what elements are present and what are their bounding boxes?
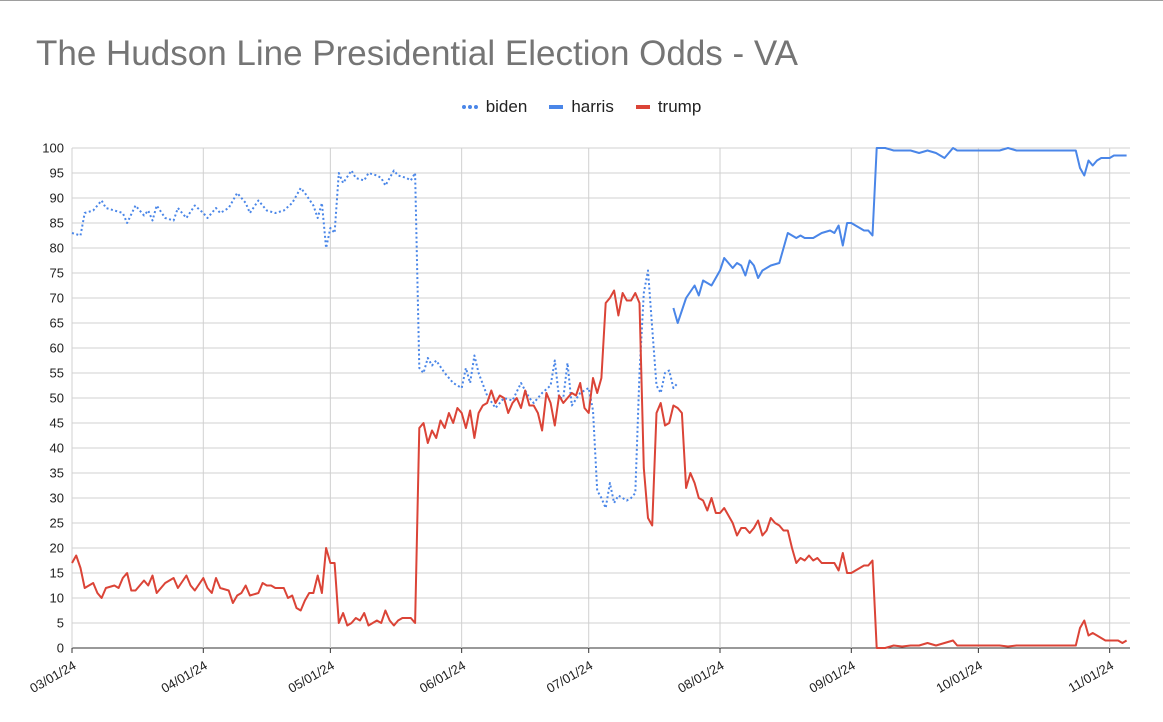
y-tick-label-30: 30 xyxy=(50,491,64,506)
x-tick-label-04/01/24: 04/01/24 xyxy=(158,658,209,696)
y-tick-label-60: 60 xyxy=(50,341,64,356)
legend-item-biden: biden xyxy=(461,97,528,117)
y-tick-label-5: 5 xyxy=(57,616,64,631)
chart-legend: biden harris trump xyxy=(0,97,1163,117)
legend-item-harris: harris xyxy=(549,97,614,117)
y-tick-label-10: 10 xyxy=(50,591,64,606)
y-tick-label-0: 0 xyxy=(57,641,64,656)
y-tick-label-35: 35 xyxy=(50,466,64,481)
series-line-harris xyxy=(672,147,1127,324)
x-tick-label-03/01/24: 03/01/24 xyxy=(27,658,78,696)
x-tick-label-06/01/24: 06/01/24 xyxy=(417,658,468,696)
y-tick-label-25: 25 xyxy=(50,516,64,531)
legend-swatch-biden xyxy=(461,105,478,109)
y-tick-label-40: 40 xyxy=(50,441,64,456)
x-tick-label-07/01/24: 07/01/24 xyxy=(544,658,595,696)
x-tick-label-10/01/24: 10/01/24 xyxy=(934,658,985,696)
y-tick-label-90: 90 xyxy=(50,191,64,206)
y-tick-label-65: 65 xyxy=(50,316,64,331)
series-line-trump xyxy=(71,289,1128,649)
series-line-biden xyxy=(71,169,679,509)
legend-item-trump: trump xyxy=(635,97,702,117)
legend-label-biden: biden xyxy=(485,97,528,116)
x-tick-label-11/01/24: 11/01/24 xyxy=(1066,658,1116,696)
y-tick-label-100: 100 xyxy=(42,141,64,156)
y-tick-label-45: 45 xyxy=(50,416,64,431)
legend-swatch-trump xyxy=(635,105,650,109)
legend-swatch-harris xyxy=(549,105,564,109)
y-tick-label-55: 55 xyxy=(50,366,64,381)
legend-label-harris: harris xyxy=(571,97,614,116)
legend-label-trump: trump xyxy=(657,97,702,116)
x-tick-label-08/01/24: 08/01/24 xyxy=(675,658,726,696)
y-tick-label-85: 85 xyxy=(50,216,64,231)
x-tick-label-09/01/24: 09/01/24 xyxy=(806,658,857,696)
x-tick-label-05/01/24: 05/01/24 xyxy=(286,658,337,696)
y-tick-label-75: 75 xyxy=(50,266,64,281)
y-tick-label-95: 95 xyxy=(50,166,64,181)
y-tick-label-50: 50 xyxy=(50,391,64,406)
y-tick-label-80: 80 xyxy=(50,241,64,256)
y-tick-label-70: 70 xyxy=(50,291,64,306)
y-tick-label-20: 20 xyxy=(50,541,64,556)
chart-title: The Hudson Line Presidential Election Od… xyxy=(36,34,798,73)
y-tick-label-15: 15 xyxy=(50,566,64,581)
